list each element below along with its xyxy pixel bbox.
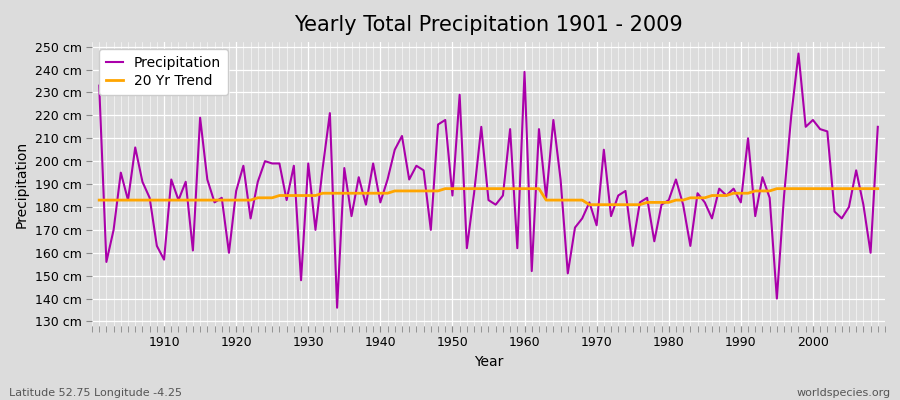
Precipitation	[872, 124, 883, 129]
20 Yr Trend	[94, 198, 104, 202]
Precipitation	[519, 70, 530, 74]
Precipitation	[332, 305, 343, 310]
Precipitation	[310, 228, 321, 232]
20 Yr Trend	[584, 202, 595, 207]
Precipitation	[94, 83, 104, 88]
Text: worldspecies.org: worldspecies.org	[796, 388, 891, 398]
Title: Yearly Total Precipitation 1901 - 2009: Yearly Total Precipitation 1901 - 2009	[294, 15, 683, 35]
20 Yr Trend	[872, 186, 883, 191]
Precipitation	[361, 202, 372, 207]
20 Yr Trend	[526, 186, 537, 191]
Precipitation	[526, 269, 537, 274]
Text: Latitude 52.75 Longitude -4.25: Latitude 52.75 Longitude -4.25	[9, 388, 182, 398]
X-axis label: Year: Year	[473, 355, 503, 369]
Legend: Precipitation, 20 Yr Trend: Precipitation, 20 Yr Trend	[99, 49, 228, 95]
20 Yr Trend	[310, 193, 321, 198]
20 Yr Trend	[354, 191, 364, 196]
Precipitation	[793, 51, 804, 56]
Precipitation	[151, 244, 162, 248]
20 Yr Trend	[519, 186, 530, 191]
Precipitation	[613, 193, 624, 198]
20 Yr Trend	[620, 202, 631, 207]
Line: 20 Yr Trend: 20 Yr Trend	[99, 189, 878, 205]
Line: Precipitation: Precipitation	[99, 54, 878, 308]
20 Yr Trend	[440, 186, 451, 191]
Y-axis label: Precipitation: Precipitation	[15, 140, 29, 228]
20 Yr Trend	[151, 198, 162, 202]
